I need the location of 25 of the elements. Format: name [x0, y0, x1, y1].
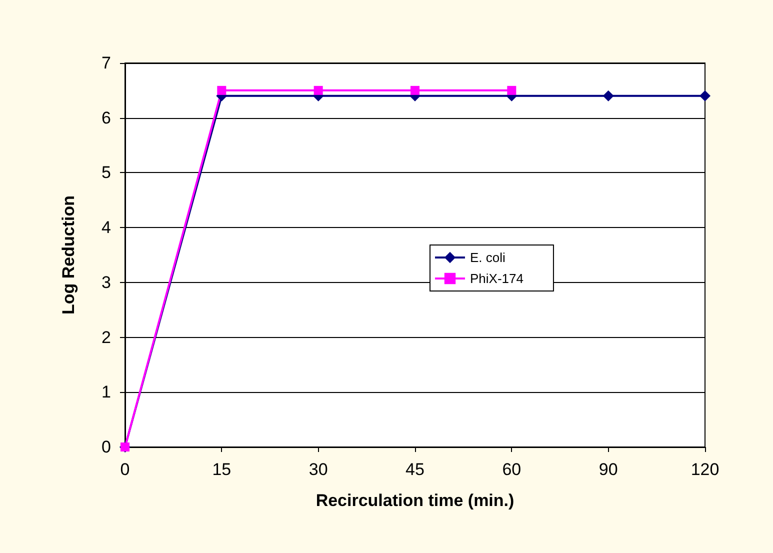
x-tick-label: 120	[690, 460, 720, 479]
x-tick-label: 45	[406, 460, 424, 479]
y-tick-label: 3	[102, 272, 111, 292]
y-tick-label: 5	[102, 163, 111, 182]
x-axis-title: Recirculation time (min.)	[316, 491, 514, 510]
x-tick-label: 0	[120, 460, 130, 479]
x-tick-label: 90	[598, 460, 618, 479]
x-tick-label: 15	[212, 460, 232, 479]
point	[507, 86, 516, 95]
y-tick-label: 7	[102, 54, 111, 72]
y-tick-label: 4	[102, 218, 111, 238]
y-tick-label: 0	[102, 438, 111, 456]
point	[602, 90, 614, 102]
y-tick-label: 1	[102, 382, 111, 402]
y-tick-label: 2	[102, 328, 111, 347]
point	[314, 86, 323, 95]
y-axis-title: Log Reduction	[59, 196, 78, 314]
point	[410, 86, 420, 95]
y-tick-label: 6	[102, 108, 111, 128]
x-tick-label: 60	[502, 460, 522, 479]
point	[217, 86, 226, 95]
point	[700, 90, 710, 102]
legend-label: PhiX-174	[470, 271, 524, 286]
x-tick-label: 30	[308, 460, 328, 479]
legend-label: E. coli	[470, 250, 506, 265]
